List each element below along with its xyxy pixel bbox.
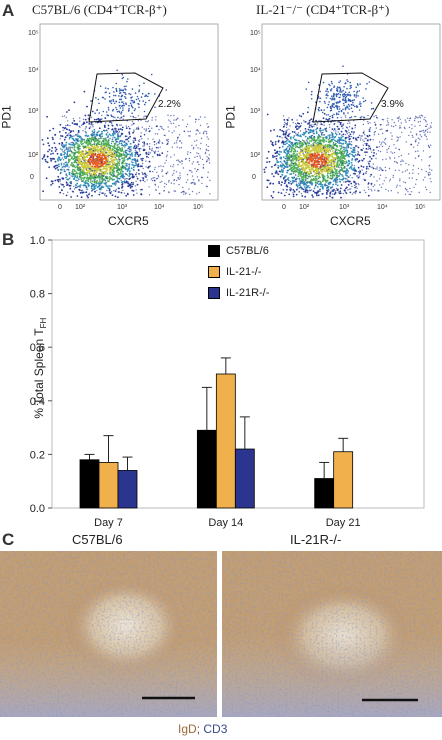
flow-ytick-right: 10⁵ (250, 30, 261, 37)
y-tick-label: 0.0 (30, 503, 45, 515)
micro-title-right: IL-21R-/- (290, 532, 342, 547)
y-tick-label: 0.8 (30, 289, 45, 301)
bar-y-axis-label: % Total Spleen TFH (32, 298, 48, 438)
flow-frame-left (39, 23, 219, 201)
flow-x-label-right: CXCR5 (330, 214, 371, 228)
stain-cd3-label: CD3 (203, 722, 228, 736)
micrograph-right-image (222, 551, 442, 717)
scatter-density-left (41, 69, 211, 199)
scatter-density-right (263, 65, 433, 199)
flow-xtick-right: 10⁴ (377, 204, 388, 211)
flow-xtick-right: 10⁵ (415, 204, 426, 211)
flow-plot-title-left: C57BL/6 (CD4⁺TCR-β⁺) (32, 2, 167, 17)
micrograph-left (0, 551, 217, 717)
flow-ytick-right: 10³ (250, 108, 261, 115)
bar-y-axis-label-main: % Total Spleen T (31, 328, 46, 419)
legend-swatch (208, 245, 220, 257)
flow-ytick-right: 10⁴ (250, 67, 261, 74)
bar (98, 462, 119, 509)
legend-swatch (208, 266, 220, 278)
cd3-stain-texture (0, 551, 217, 717)
bar (234, 448, 255, 509)
micro-title-left: C57BL/6 (72, 532, 123, 547)
flow-xtick-right: 10³ (339, 204, 350, 211)
flow-ytick-left: 10⁴ (28, 67, 39, 74)
flow-plot-title-right: IL-21⁻/⁻ (CD4⁺TCR-β⁺) (256, 2, 390, 17)
y-tick-label: 0.4 (30, 396, 45, 408)
bar (117, 470, 138, 509)
flow-ytick-left: 10⁵ (28, 30, 39, 37)
x-tick-label: Day 7 (94, 517, 123, 529)
flow-xtick-left: 10⁴ (154, 204, 165, 211)
flow-ytick-left: 10² (28, 152, 39, 159)
legend-item: C57BL/6 (208, 244, 269, 258)
x-tick-label: Day 21 (326, 517, 361, 529)
y-tick-label: 1.0 (30, 235, 45, 247)
bar-legend: C57BL/6 IL-21-/- IL-21R-/- (208, 244, 269, 300)
legend-label: IL-21-/- (226, 266, 262, 278)
flow-x-label-left: CXCR5 (108, 214, 149, 228)
bar (215, 373, 236, 509)
flow-xtick-right: 0 (282, 204, 286, 211)
bar (333, 451, 354, 509)
legend-item: IL-21R-/- (208, 286, 269, 300)
flow-xtick-left: 10³ (117, 204, 128, 211)
x-tick-label: Day 14 (208, 517, 243, 529)
panel-letter-c: C (2, 530, 15, 549)
flow-ytick-left: 10³ (28, 108, 39, 115)
cd3-stain-texture (222, 551, 442, 717)
stain-sep: ; (196, 722, 204, 736)
panel-letter-a: A (2, 1, 15, 20)
y-tick-label: 0.2 (30, 449, 45, 461)
legend-swatch (208, 287, 220, 299)
bar (196, 429, 217, 509)
stain-igd-label: IgD (178, 722, 197, 736)
gate-pct-left: 2.2% (158, 99, 181, 110)
bar (314, 478, 335, 509)
legend-label: IL-21R-/- (226, 287, 270, 299)
flow-xtick-left: 10² (75, 204, 86, 211)
flow-ytick-left: 0 (30, 174, 34, 181)
flow-ytick-right: 0 (252, 174, 256, 181)
flow-plot-left (39, 23, 441, 201)
panel-letter-b: B (2, 230, 15, 249)
bar-y-axis-label-sub: FH (39, 317, 49, 329)
flow-ytick-right: 10² (250, 152, 261, 159)
legend-label: C57BL/6 (226, 245, 269, 257)
micrograph-right (222, 551, 442, 717)
legend-item: IL-21-/- (208, 265, 269, 279)
bar (79, 459, 100, 509)
flow-xtick-right: 10² (299, 204, 310, 211)
flow-xtick-left: 10⁵ (193, 204, 204, 211)
gate-polygon-right (312, 72, 389, 123)
flow-xtick-left: 0 (58, 204, 62, 211)
y-tick-label: 0.6 (30, 342, 45, 354)
micrograph-left-image (0, 551, 217, 717)
gate-polygon-left (88, 72, 164, 123)
bar-chart: 0.0 0.2 0.4 0.6 0.8 1.0 Day 7 Day 14 Day 21 (30, 235, 425, 529)
stain-caption: IgD; CD3 (178, 722, 227, 736)
gate-pct-right: 3.9% (381, 99, 404, 110)
